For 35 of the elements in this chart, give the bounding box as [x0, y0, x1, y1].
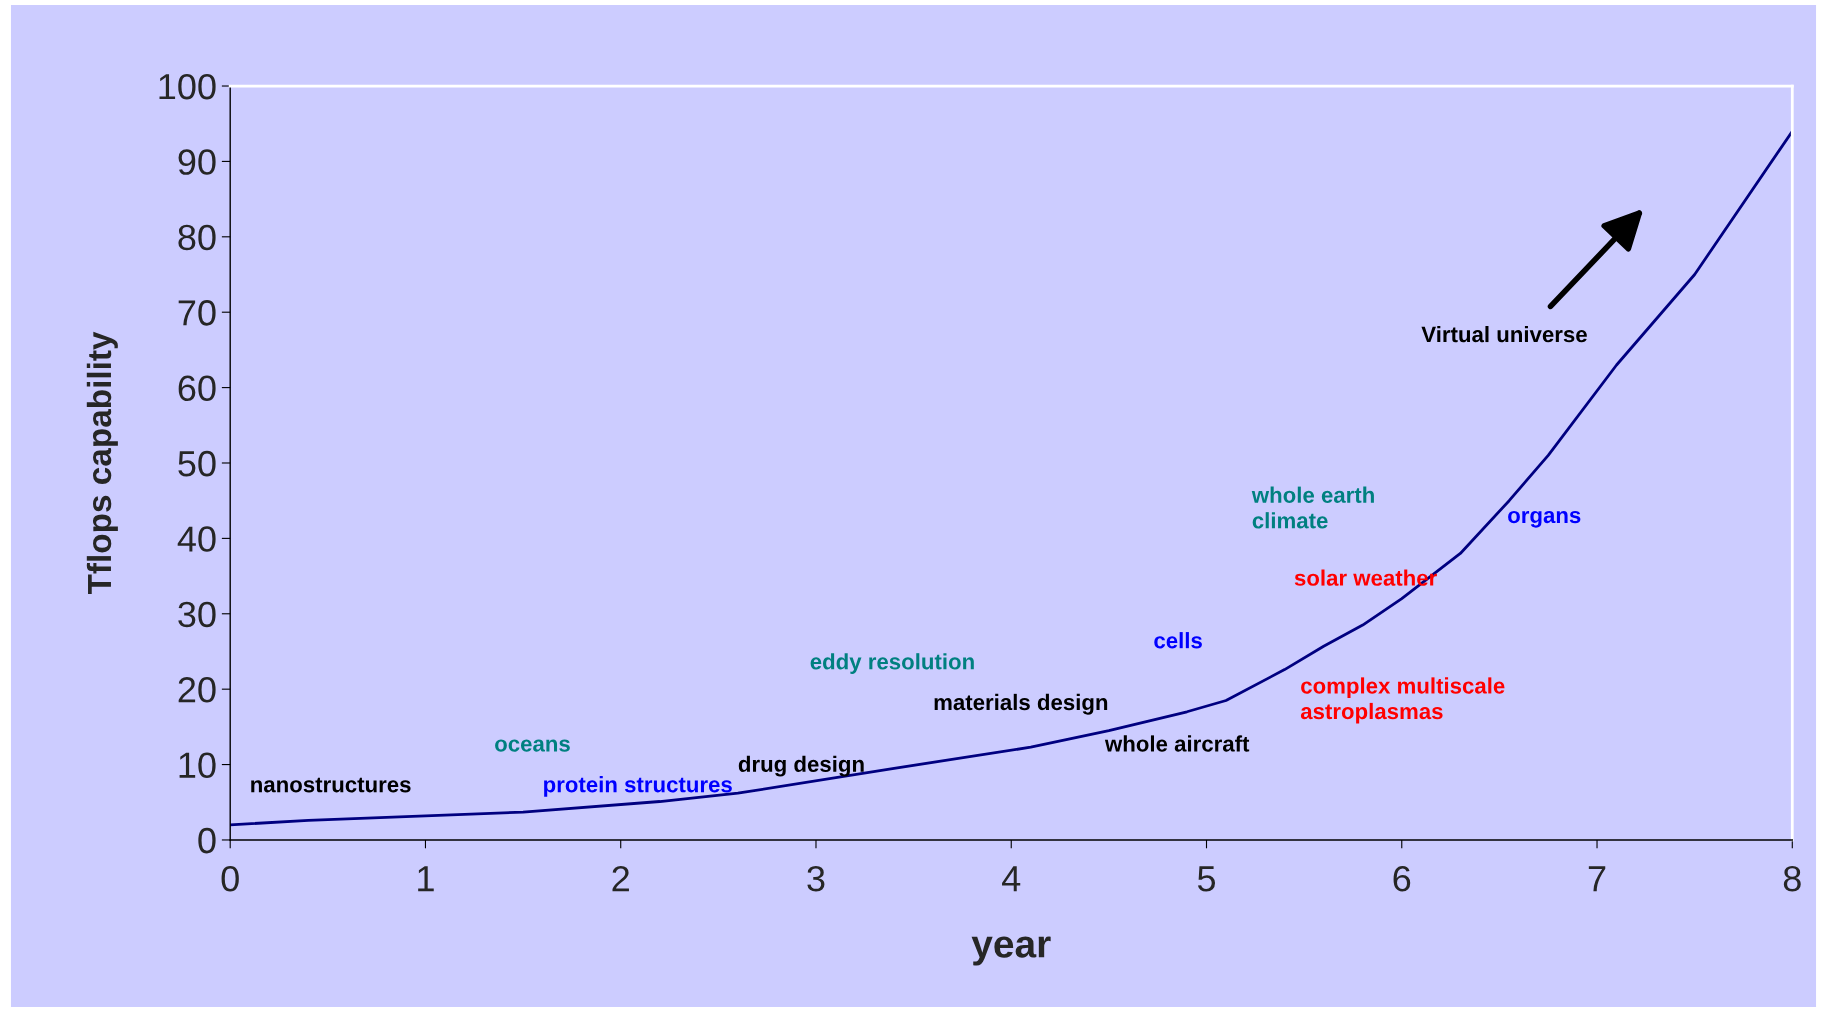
annotation: materials design: [934, 693, 1108, 715]
annotation: organs: [1508, 510, 1581, 528]
x-tick-label: 4: [1002, 866, 1021, 892]
y-axis-title: Tflops capability: [86, 331, 118, 595]
x-tick-label: 6: [1393, 865, 1411, 892]
y-tick-label: 70: [178, 300, 216, 326]
annotation: oceans: [495, 739, 570, 752]
y-tick-label: 60: [178, 375, 216, 402]
annotation: Virtual universe: [1421, 325, 1587, 343]
x-tick-label: 2: [612, 865, 629, 892]
annotation: eddy resolution: [810, 653, 974, 674]
line-series: [230, 129, 1793, 827]
y-tick-label: 0: [198, 827, 216, 854]
x-tick-label: 0: [221, 865, 239, 892]
x-tick-label: 3: [807, 865, 825, 892]
y-tick-label: 20: [178, 677, 216, 703]
annotation: drug design: [738, 755, 864, 777]
annotation: cells: [1154, 632, 1202, 649]
x-tick-label: 5: [1197, 866, 1216, 892]
annotation: complex multiscale astroplasmas: [1300, 677, 1505, 724]
x-tick-label: 8: [1783, 865, 1801, 892]
y-tick-label: 90: [178, 149, 216, 175]
x-axis-title: year: [971, 936, 1051, 966]
annotation: whole earth climate: [1251, 486, 1374, 529]
y-tick-label: 50: [178, 450, 216, 477]
annotation: nanostructures: [251, 777, 411, 793]
y-tick-label: 10: [179, 752, 216, 779]
annotation: protein structures: [544, 776, 732, 797]
y-tick-label: 30: [178, 601, 216, 628]
annotation: whole aircraft: [1104, 735, 1250, 752]
x-tick-label: 7: [1588, 866, 1606, 892]
y-tick-label: 80: [178, 224, 216, 251]
y-tick-label: 100: [159, 73, 216, 100]
x-tick-label: 1: [418, 866, 434, 892]
y-tick-label: 40: [177, 526, 216, 552]
